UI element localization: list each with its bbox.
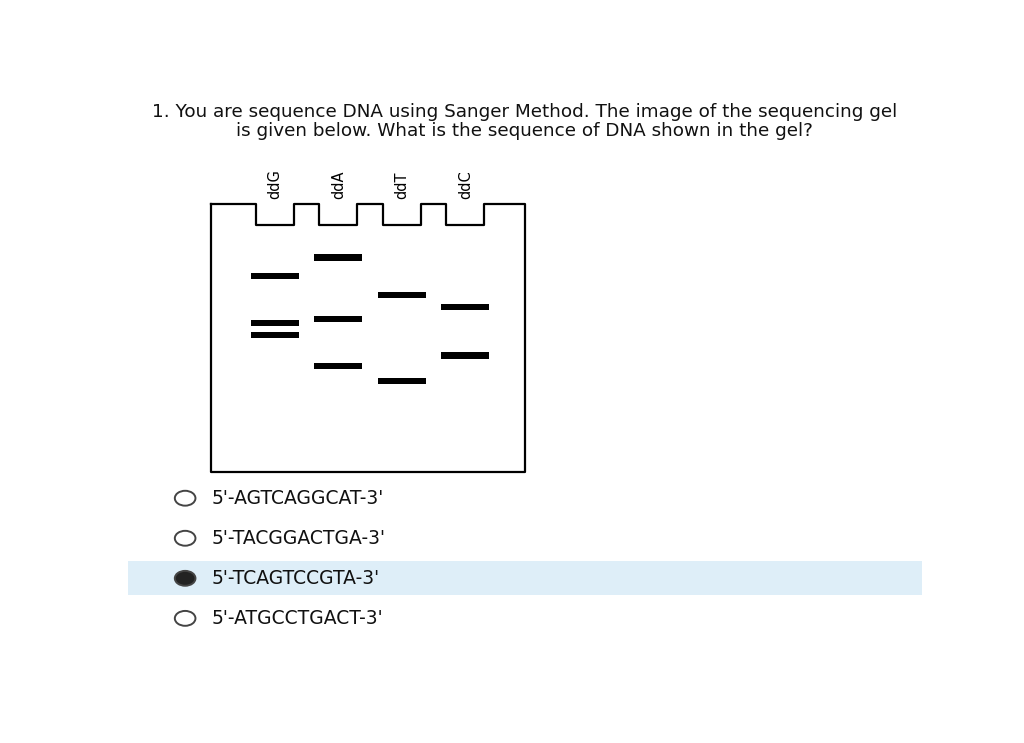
Text: ddG: ddG: [267, 169, 283, 199]
Bar: [251, 273, 299, 279]
Bar: [441, 352, 489, 359]
Text: 5'-ATGCCTGACT-3': 5'-ATGCCTGACT-3': [211, 609, 383, 628]
Text: ddA: ddA: [331, 170, 346, 199]
Text: 1. You are sequence DNA using Sanger Method. The image of the sequencing gel: 1. You are sequence DNA using Sanger Met…: [153, 103, 897, 121]
Bar: [251, 320, 299, 326]
Bar: [378, 378, 426, 384]
Text: ddC: ddC: [458, 170, 473, 199]
Bar: [441, 304, 489, 311]
Bar: [128, 561, 922, 595]
Text: is given below. What is the sequence of DNA shown in the gel?: is given below. What is the sequence of …: [237, 122, 813, 140]
Bar: [314, 363, 362, 369]
Text: 5'-TACGGACTGA-3': 5'-TACGGACTGA-3': [211, 529, 385, 548]
Text: 5'-AGTCAGGCAT-3': 5'-AGTCAGGCAT-3': [211, 489, 384, 507]
Circle shape: [175, 571, 196, 585]
Bar: [314, 254, 362, 261]
Circle shape: [175, 531, 196, 545]
Bar: [314, 316, 362, 322]
Circle shape: [175, 611, 196, 626]
Text: 5'-TCAGTCCGTA-3': 5'-TCAGTCCGTA-3': [211, 569, 380, 588]
Bar: [378, 292, 426, 298]
Text: ddT: ddT: [394, 172, 410, 199]
Circle shape: [175, 491, 196, 506]
Bar: [251, 332, 299, 339]
